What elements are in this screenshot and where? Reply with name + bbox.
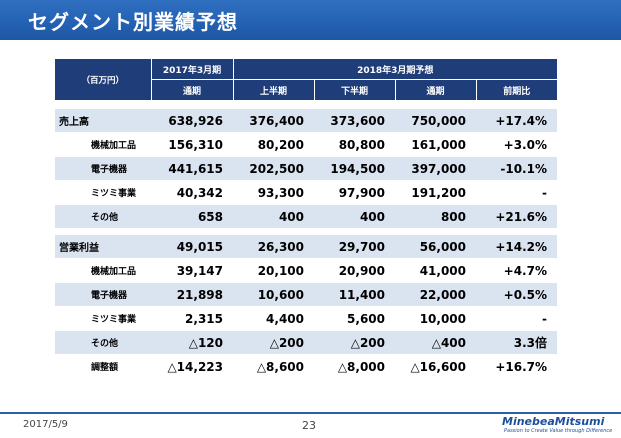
cell: △16,600 [395,354,476,379]
page-title: セグメント別業績予想 [28,10,238,34]
cell: +4.7% [476,258,557,283]
cell: △14,223 [151,354,233,379]
cell: 10,000 [395,306,476,331]
page-number: 23 [302,419,316,432]
cell: 5,600 [314,306,395,331]
cell: 21,898 [151,282,233,307]
cell: 638,926 [151,109,233,133]
cell: 39,147 [151,258,233,283]
table-row: ミツミ事業 2,315 4,400 5,600 10,000 - [55,306,557,331]
cell: 20,900 [314,258,395,283]
cell: 202,500 [233,156,314,181]
cell: 80,200 [233,132,314,157]
cell: 658 [151,204,233,229]
cell: +16.7% [476,354,557,379]
cell: △200 [314,330,395,355]
row-label: ミツミ事業 [55,306,151,331]
cell: 191,200 [395,180,476,205]
cell: △8,000 [314,354,395,379]
cell: +17.4% [476,109,557,133]
row-label: 営業利益 [55,235,151,259]
subheader-yoy: 前期比 [475,79,557,100]
table-row: その他 658 400 400 800 +21.6% [55,204,557,229]
subheader-second-half: 下半期 [313,79,395,100]
cell: △8,600 [233,354,314,379]
cell: 373,600 [314,109,395,133]
row-label: ミツミ事業 [55,180,151,205]
cell: 3.3倍 [476,330,557,355]
cell: 2,315 [151,306,233,331]
cell: 161,000 [395,132,476,157]
table-row: 機械加工品 156,310 80,200 80,800 161,000 +3.0… [55,132,557,157]
row-label: 調整額 [55,354,151,379]
unit-label: （百万円） [55,59,151,100]
row-label: 売上高 [55,109,151,133]
cell: 441,615 [151,156,233,181]
fy2018-header: 2018年3月期予想 [232,59,557,80]
table-row: 機械加工品 39,147 20,100 20,900 41,000 +4.7% [55,258,557,283]
cell: 800 [395,204,476,229]
row-label: 電子機器 [55,282,151,307]
cell: 80,800 [314,132,395,157]
cell: 22,000 [395,282,476,307]
cell: 41,000 [395,258,476,283]
cell: 194,500 [314,156,395,181]
cell: -10.1% [476,156,557,181]
cell: +0.5% [476,282,557,307]
table-row: 電子機器 21,898 10,600 11,400 22,000 +0.5% [55,282,557,307]
row-label: 機械加工品 [55,132,151,157]
footer-date: 2017/5/9 [23,419,68,430]
table-row: ミツミ事業 40,342 93,300 97,900 191,200 - [55,180,557,205]
cell: 29,700 [314,235,395,259]
cell: 26,300 [233,235,314,259]
footer-divider [0,412,621,414]
company-logo: MinebeaMitsumi Passion to Create Value t… [502,415,614,437]
row-label: その他 [55,204,151,229]
subheader-fy2017-full: 通期 [150,79,233,100]
cell: 49,015 [151,235,233,259]
cell: 10,600 [233,282,314,307]
title-bar: セグメント別業績予想 [0,0,621,40]
cell: +3.0% [476,132,557,157]
cell: 156,310 [151,132,233,157]
cell: 4,400 [233,306,314,331]
cell: +21.6% [476,204,557,229]
cell: 11,400 [314,282,395,307]
cell: △120 [151,330,233,355]
cell: △200 [233,330,314,355]
logo-tagline: Passion to Create Value through Differen… [504,428,613,434]
table-row: 電子機器 441,615 202,500 194,500 397,000 -10… [55,156,557,181]
cell: 40,342 [151,180,233,205]
cell: 20,100 [233,258,314,283]
fy2017-header: 2017年3月期 [150,59,233,80]
table-row: その他 △120 △200 △200 △400 3.3倍 [55,330,557,355]
cell: 400 [314,204,395,229]
table-row: 売上高 638,926 376,400 373,600 750,000 +17.… [55,109,557,133]
cell: 750,000 [395,109,476,133]
cell: 376,400 [233,109,314,133]
subheader-fy2018-full: 通期 [394,79,476,100]
cell: - [476,306,557,331]
subheader-first-half: 上半期 [232,79,314,100]
cell: 56,000 [395,235,476,259]
cell: 397,000 [395,156,476,181]
cell: - [476,180,557,205]
cell: △400 [395,330,476,355]
cell: 97,900 [314,180,395,205]
table-row: 営業利益 49,015 26,300 29,700 56,000 +14.2% [55,235,557,259]
cell: +14.2% [476,235,557,259]
row-label: 機械加工品 [55,258,151,283]
row-label: 電子機器 [55,156,151,181]
logo-wordmark: MinebeaMitsumi [502,415,605,428]
row-label: その他 [55,330,151,355]
cell: 400 [233,204,314,229]
segment-forecast-table: （百万円） 2017年3月期 2018年3月期予想 通期 上半期 下半期 通期 … [55,59,557,379]
table-row: 調整額 △14,223 △8,600 △8,000 △16,600 +16.7% [55,354,557,379]
cell: 93,300 [233,180,314,205]
